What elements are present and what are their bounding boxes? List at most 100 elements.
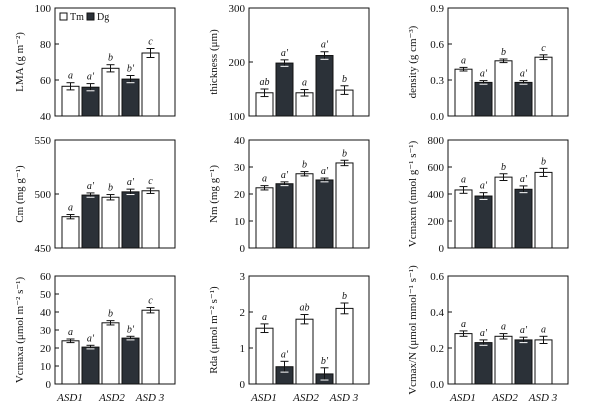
y-tick-label: 30	[40, 325, 52, 337]
significance-letter: c	[148, 37, 153, 48]
bar-tm	[335, 307, 354, 385]
y-tick-label: 100	[35, 3, 52, 15]
legend-swatch-dg	[86, 12, 95, 21]
bar-dg	[275, 62, 294, 117]
y-tick-label: 60	[40, 271, 52, 283]
x-category-label: ASD 3	[135, 392, 165, 404]
y-tick-label: 0.6	[430, 271, 444, 283]
y-tick-label: 0	[240, 243, 246, 255]
x-category-label: ASD2	[98, 392, 125, 404]
significance-letter: b	[108, 53, 113, 64]
y-tick-label: 600	[428, 162, 445, 174]
significance-letter: c	[148, 176, 153, 187]
y-tick-label: 500	[35, 189, 52, 201]
y-axis-label: Vcmaxa (μmol m⁻² s⁻¹)	[14, 277, 26, 384]
y-tick-label: 0.3	[430, 75, 444, 87]
significance-letter: a	[461, 319, 466, 330]
y-tick-label: 0	[46, 379, 52, 391]
bar-tm	[335, 162, 354, 249]
y-axis-label: Rda (μmol m⁻² s⁻¹)	[208, 286, 220, 374]
bar-tm	[534, 56, 553, 117]
x-category-label: ASD1	[56, 392, 83, 404]
chart-panel-rd_a: 0 1 2 3 Rda (μmol m⁻² s⁻¹) a ab b a' b' ASD1 ASD2 AS…	[208, 271, 370, 404]
significance-letter: a'	[127, 177, 135, 188]
x-category-label: ASD 3	[528, 392, 558, 404]
significance-letter: b	[302, 160, 307, 171]
bar-tm	[494, 335, 513, 385]
bar-tm	[101, 322, 120, 385]
significance-letter: b	[501, 162, 506, 173]
bar-tm	[141, 190, 160, 249]
legend-label-dg: Dg	[97, 12, 109, 23]
significance-letter: a'	[520, 325, 528, 336]
y-tick-label: 450	[35, 243, 52, 255]
significance-letter: b	[108, 183, 113, 194]
significance-letter: c	[541, 43, 546, 54]
significance-letter: a	[68, 203, 73, 214]
chart-panel-vcmax_n: 0.0 0.2 0.4 0.6 Vcmax/N (μmol mmol⁻¹ s⁻¹) a a a…	[407, 265, 569, 404]
bar-tm	[454, 68, 473, 117]
significance-letter: a'	[87, 333, 95, 344]
y-tick-label: 300	[229, 3, 246, 15]
y-tick-label: 0.0	[430, 379, 444, 391]
bar-tm	[101, 196, 120, 249]
y-tick-label: 20	[234, 189, 246, 201]
significance-letter: a'	[520, 174, 528, 185]
bar-tm	[255, 327, 274, 385]
y-axis-label: density (g cm⁻³)	[407, 25, 419, 98]
bar-tm	[295, 318, 314, 385]
y-tick-label: 200	[428, 216, 445, 228]
significance-letter: b	[342, 148, 347, 159]
bar-tm	[494, 176, 513, 249]
bar-dg	[81, 86, 100, 117]
y-tick-label: 400	[428, 189, 445, 201]
significance-letter: a'	[281, 349, 289, 360]
bar-dg	[474, 195, 493, 249]
x-category-label: ASD 3	[329, 392, 359, 404]
y-tick-label: 50	[40, 289, 52, 301]
y-tick-label: 10	[40, 361, 52, 373]
bar-dg	[514, 81, 533, 117]
y-tick-label: 40	[40, 307, 52, 319]
bar-dg	[121, 78, 140, 117]
y-tick-label: 0.9	[430, 3, 444, 15]
y-tick-label: 3	[240, 271, 246, 283]
y-tick-label: 0	[240, 379, 246, 391]
bar-tm	[141, 309, 160, 385]
significance-letter: b	[541, 156, 546, 167]
bar-dg	[315, 179, 334, 249]
chart-panel-vcmax_a: 0 10 20 30 40 50 60 Vcmaxa (μmol m⁻² s⁻¹) a b c a' b…	[14, 271, 176, 404]
y-tick-label: 200	[229, 57, 246, 69]
x-category-label: ASD1	[250, 392, 277, 404]
y-tick-label: 0	[439, 243, 445, 255]
significance-letter: c	[148, 296, 153, 307]
bar-tm	[454, 333, 473, 385]
bar-dg	[81, 346, 100, 385]
bar-tm	[295, 173, 314, 249]
bar-tm	[494, 60, 513, 117]
chart-panel-cm: 450 500 550 Cm (mg g⁻¹) a b c a' a'	[14, 135, 176, 255]
bar-dg	[474, 342, 493, 385]
significance-letter: b	[501, 47, 506, 58]
significance-letter: b	[342, 291, 347, 302]
significance-letter: a'	[321, 166, 329, 177]
y-axis-label: Vcmaxm (nmol g⁻¹ s⁻¹)	[407, 140, 419, 247]
y-tick-label: 40	[40, 111, 52, 123]
bar-tm	[255, 187, 274, 249]
y-axis-label: Vcmax/N (μmol mmol⁻¹ s⁻¹)	[407, 265, 419, 395]
bar-dg	[121, 337, 140, 385]
y-axis-label: LMA (g m⁻²)	[14, 32, 26, 92]
x-category-label: ASD1	[449, 392, 476, 404]
y-tick-label: 800	[428, 135, 445, 147]
significance-letter: a	[262, 312, 267, 323]
significance-letter: a'	[480, 328, 488, 339]
significance-letter: a	[461, 55, 466, 66]
y-tick-label: 1	[240, 343, 246, 355]
significance-letter: b'	[127, 64, 135, 75]
y-axis-label: Nm (mg g⁻¹)	[208, 165, 220, 223]
y-tick-label: 2	[240, 307, 246, 319]
y-tick-label: 0.6	[430, 39, 444, 51]
bar-dg	[514, 188, 533, 249]
